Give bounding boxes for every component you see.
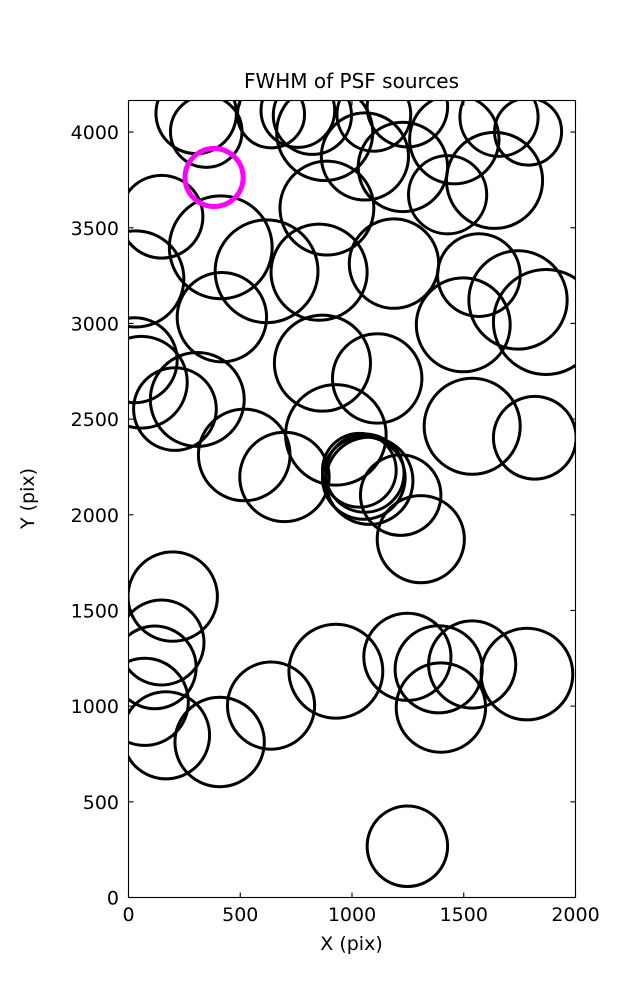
x-tick-label: 1500: [440, 904, 488, 926]
psf-source-circle: [128, 598, 206, 687]
psf-source-circle: [467, 249, 569, 351]
psf-source-highlight: [182, 145, 246, 210]
x-tick-label: 1000: [328, 904, 376, 926]
y-tick-label: 500: [83, 792, 119, 814]
psf-source-circle: [128, 690, 212, 781]
y-tick-label: 1500: [71, 600, 119, 622]
y-tick-label: 2000: [71, 505, 119, 527]
psf-source-circle: [422, 376, 522, 476]
psf-source-circle: [128, 656, 190, 747]
y-tick-label: 2500: [71, 409, 119, 431]
psf-source-circle: [324, 435, 415, 526]
psf-source-circle: [225, 660, 317, 751]
psf-source-circle: [436, 232, 522, 318]
psf-source-circle: [128, 624, 198, 711]
x-tick-label: 0: [122, 904, 134, 926]
psf-source-circle: [128, 229, 186, 329]
y-tick-label: 1000: [71, 696, 119, 718]
psf-source-circle: [236, 100, 307, 150]
y-tick-label: 3000: [71, 313, 119, 335]
psf-source-circle: [278, 159, 376, 257]
psf-source-circle: [335, 100, 413, 153]
psf-source-circle: [394, 661, 488, 754]
psf-source-circle: [491, 267, 575, 376]
psf-source-circle: [148, 351, 246, 448]
y-axis-label: Y (pix): [17, 468, 39, 530]
psf-source-circle: [407, 154, 489, 236]
psf-source-circle: [259, 100, 337, 149]
x-axis-label: X (pix): [320, 933, 382, 955]
psf-source-circle: [331, 332, 424, 425]
psf-source-circle: [128, 550, 219, 643]
psf-source-circle: [375, 494, 466, 585]
psf-source-circle: [444, 130, 545, 230]
psf-source-circle: [238, 430, 331, 524]
psf-source-circle: [479, 626, 575, 722]
psf-source-circle: [414, 276, 512, 374]
psf-source-circle: [128, 173, 205, 260]
psf-source-circle: [132, 366, 218, 452]
psf-source-circle: [269, 222, 369, 322]
x-tick-label: 500: [222, 904, 258, 926]
psf-source-circle: [491, 394, 575, 481]
psf-source-circle: [196, 407, 292, 503]
psf-source-circle: [358, 453, 443, 537]
psf-source-circle: [128, 334, 189, 430]
psf-source-circle: [173, 695, 266, 789]
psf-source-circle: [319, 111, 410, 202]
psf-source-circle: [408, 100, 501, 186]
plot-title: FWHM of PSF sources: [244, 69, 459, 93]
psf-source-circle: [167, 194, 274, 301]
psf-source-circle: [272, 313, 372, 413]
psf-source-circle: [458, 100, 540, 158]
axis-ticks: [127, 100, 577, 899]
psf-source-circle: [287, 622, 385, 720]
psf-circles-layer: [128, 100, 575, 889]
y-tick-label: 3500: [71, 218, 119, 240]
psf-source-circle: [493, 100, 564, 167]
psf-source-circle: [175, 270, 269, 364]
axis-tick-labels: 0 500 1000 1500 2000 0 500 1000 1500 2000 2500 3000…: [71, 122, 600, 926]
y-tick-label: 0: [107, 888, 119, 910]
psf-source-circle: [365, 804, 450, 889]
psf-source-circle: [154, 100, 238, 156]
y-tick-label: 4000: [71, 122, 119, 144]
x-tick-label: 2000: [551, 904, 599, 926]
